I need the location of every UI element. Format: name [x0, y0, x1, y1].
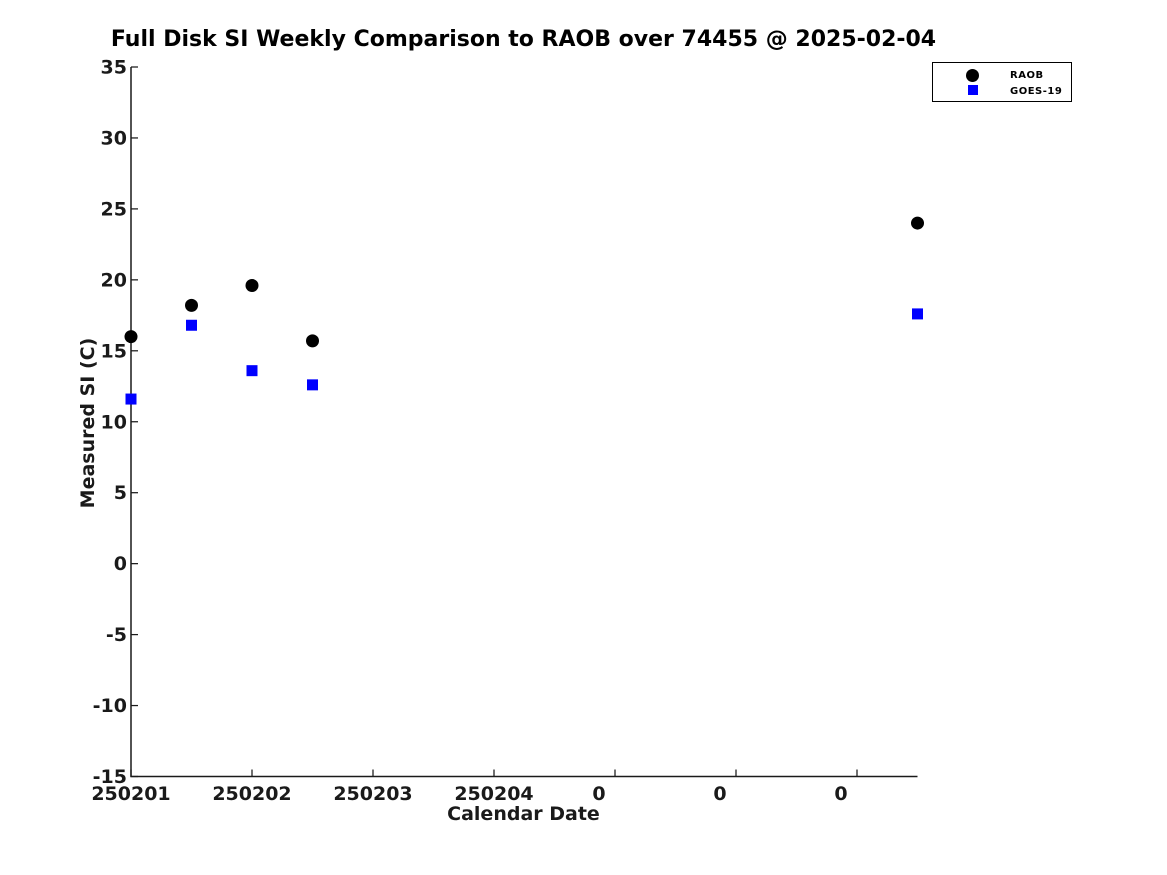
y-tick-label: -5 [106, 624, 127, 646]
x-tick-label: 0 [834, 783, 847, 805]
x-tick-label: 250204 [454, 783, 533, 805]
data-point-raob [124, 330, 138, 344]
data-point-goes19 [307, 379, 318, 391]
chart-title: Full Disk SI Weekly Comparison to RAOB o… [110, 27, 937, 52]
y-tick-label: 15 [101, 340, 127, 362]
y-tick-label: 5 [114, 482, 127, 504]
x-tick-label: 250201 [91, 783, 170, 805]
data-point-raob [245, 279, 259, 293]
raob-circle-marker-icon [966, 69, 979, 82]
data-point-goes19 [912, 308, 923, 320]
x-tick-label: 250203 [333, 783, 412, 805]
y-axis-label: Measured SI (C) [77, 337, 99, 509]
legend: RAOB GOES-19 [932, 62, 1072, 102]
axes-lines [130, 67, 918, 778]
y-tick-label: -15 [93, 766, 127, 788]
legend-label-goes19: GOES-19 [1010, 86, 1063, 97]
y-tick-label: 0 [114, 553, 127, 575]
x-tick-label: 0 [592, 783, 605, 805]
goes19-square-marker-icon [968, 85, 978, 95]
y-tick-label: 35 [101, 57, 127, 79]
data-point-raob [185, 298, 198, 312]
data-point-goes19 [246, 365, 258, 377]
x-tick-label: 0 [713, 783, 726, 805]
y-tick-label: 10 [101, 411, 127, 433]
data-point-goes19 [125, 393, 137, 405]
data-point-goes19 [186, 319, 197, 331]
y-tick-label: -10 [93, 695, 127, 717]
x-axis-label: Calendar Date [447, 803, 600, 825]
y-tick-label: 20 [101, 269, 127, 291]
data-point-raob [911, 216, 924, 230]
y-tick-label: 25 [101, 198, 127, 220]
y-tick-label: 30 [101, 127, 127, 149]
legend-label-raob: RAOB [1010, 70, 1044, 81]
x-tick-label: 250202 [212, 783, 291, 805]
data-point-raob [306, 334, 319, 348]
